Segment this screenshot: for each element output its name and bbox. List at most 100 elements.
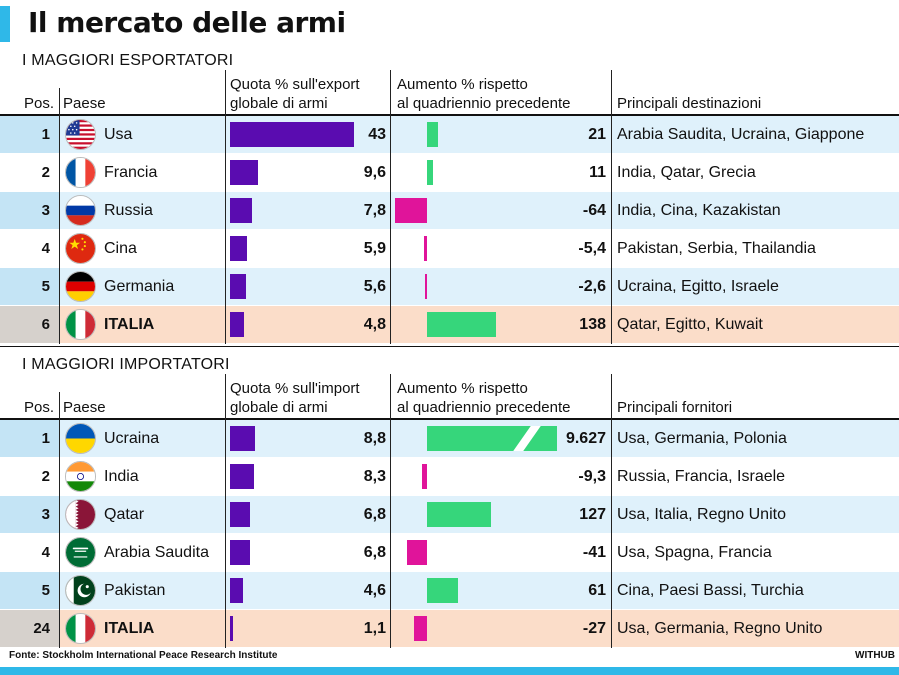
header-pos: Pos. (24, 95, 55, 112)
rank: 1 (0, 116, 60, 153)
partner-countries: Usa, Germania, Regno Unito (617, 620, 823, 637)
flag-india-icon (65, 461, 96, 492)
country-name: Russia (104, 202, 153, 219)
share-value: 8,3 (363, 468, 386, 485)
column-divider (611, 70, 612, 344)
table-row: 2 Francia 9,6 11 India, Qatar, Grecia (0, 154, 899, 192)
share-value: 7,8 (363, 202, 386, 219)
table-row: 3 Russia 7,8 -64 India, Cina, Kazakistan (0, 192, 899, 230)
table-row: 1 Usa 43 21 Arabia Saudita, Ucraina, Giappon… (0, 116, 899, 154)
header-share-line2: globale di armi (230, 399, 328, 416)
increase-bar (427, 502, 491, 527)
table-row: 2 India 8,3 -9,3 Russia, Francia, Israele (0, 458, 899, 496)
increase-bar (413, 616, 427, 641)
header-separator (0, 418, 899, 420)
country-name: Usa (104, 126, 133, 143)
partner-countries: Usa, Germania, Polonia (617, 430, 787, 447)
partner-countries: Ucraina, Egitto, Israele (617, 278, 779, 295)
header-share-line1: Quota % sull'export (230, 76, 360, 93)
share-value: 5,6 (363, 278, 386, 295)
rank: 6 (0, 306, 60, 343)
rank: 5 (0, 572, 60, 609)
increase-value: -5,4 (578, 240, 606, 257)
increase-value: -41 (582, 544, 606, 561)
column-divider (390, 374, 391, 648)
country-name: Qatar (104, 506, 145, 523)
increase-bar (427, 578, 458, 603)
partner-countries: Usa, Spagna, Francia (617, 544, 772, 561)
country-name: Pakistan (104, 582, 166, 599)
country-name: Francia (104, 164, 158, 181)
flag-italy-icon (65, 613, 96, 644)
table-row: 5 Pakistan 4,6 61 Cina, Paesi Bassi, Turchia (0, 572, 899, 610)
brand-logo: WITHUB (855, 650, 895, 661)
table-row: 1 Ucraina 8,8 9.627 Usa, Germania, Polonia (0, 420, 899, 458)
share-bar (230, 236, 247, 261)
flag-russia-icon (65, 195, 96, 226)
increase-value: 9.627 (565, 430, 606, 447)
header-increase-line2: al quadriennio precedente (397, 399, 571, 416)
header-increase-line1: Aumento % rispetto (397, 380, 528, 397)
header-country: Paese (63, 95, 106, 112)
column-divider (59, 392, 60, 648)
share-bar (230, 274, 247, 299)
share-value: 43 (368, 126, 386, 143)
share-value: 9,6 (363, 164, 386, 181)
flag-qatar-icon (65, 499, 96, 530)
increase-bar (424, 236, 427, 261)
table-row: 3 Qatar 6,8 127 Usa, Italia, Regno Unito (0, 496, 899, 534)
table-row: 5 Germania 5,6 -2,6 Ucraina, Egitto, Israele (0, 268, 899, 306)
highlight-row: 6 ITALIA 4,8 138 Qatar, Egitto, Kuwait (0, 306, 899, 344)
partner-countries: India, Qatar, Grecia (617, 164, 756, 181)
partner-countries: Pakistan, Serbia, Thailandia (617, 240, 816, 257)
rank: 1 (0, 420, 60, 457)
share-value: 6,8 (363, 506, 386, 523)
increase-value: 138 (579, 316, 606, 333)
increase-value: 127 (579, 506, 606, 523)
increase-bar (425, 274, 427, 299)
table-row: 4 Arabia Saudita 6,8 -41 Usa, Spagna, Franci… (0, 534, 899, 572)
column-divider (611, 374, 612, 648)
share-bar (230, 198, 253, 223)
increase-bar (427, 312, 496, 337)
section-title-exporters: I MAGGIORI ESPORTATORI (22, 52, 234, 69)
share-value: 5,9 (363, 240, 386, 257)
rank: 2 (0, 458, 60, 495)
increase-value: 11 (589, 164, 606, 181)
partner-countries: India, Cina, Kazakistan (617, 202, 781, 219)
increase-bar (427, 122, 438, 147)
rank: 4 (0, 230, 60, 267)
header-increase-line1: Aumento % rispetto (397, 76, 528, 93)
section-separator (0, 346, 899, 347)
share-bar (230, 122, 354, 147)
rank: 24 (0, 610, 60, 647)
increase-bar (406, 540, 427, 565)
rank: 4 (0, 534, 60, 571)
partner-countries: Usa, Italia, Regno Unito (617, 506, 786, 523)
share-bar (230, 616, 234, 641)
rank: 3 (0, 496, 60, 533)
increase-value: -2,6 (578, 278, 606, 295)
column-divider (225, 374, 226, 648)
partner-countries: Qatar, Egitto, Kuwait (617, 316, 763, 333)
increase-value: 61 (588, 582, 606, 599)
header-country: Paese (63, 399, 106, 416)
share-bar (230, 160, 258, 185)
rank: 2 (0, 154, 60, 191)
flag-saudi-arabia-icon (65, 537, 96, 568)
bar-break-mark (511, 426, 543, 451)
flag-ukraine-icon (65, 423, 96, 454)
partner-countries: Cina, Paesi Bassi, Turchia (617, 582, 804, 599)
column-divider (390, 70, 391, 344)
source-note: Fonte: Stockholm International Peace Res… (9, 650, 278, 661)
share-bar (230, 464, 254, 489)
flag-france-icon (65, 157, 96, 188)
increase-value: -27 (582, 620, 606, 637)
column-divider (225, 70, 226, 344)
rank: 5 (0, 268, 60, 305)
flag-pakistan-icon (65, 575, 96, 606)
bottom-accent-bar (0, 667, 899, 675)
flag-usa-icon (65, 119, 96, 150)
column-divider (59, 88, 60, 344)
increase-value: 21 (588, 126, 606, 143)
